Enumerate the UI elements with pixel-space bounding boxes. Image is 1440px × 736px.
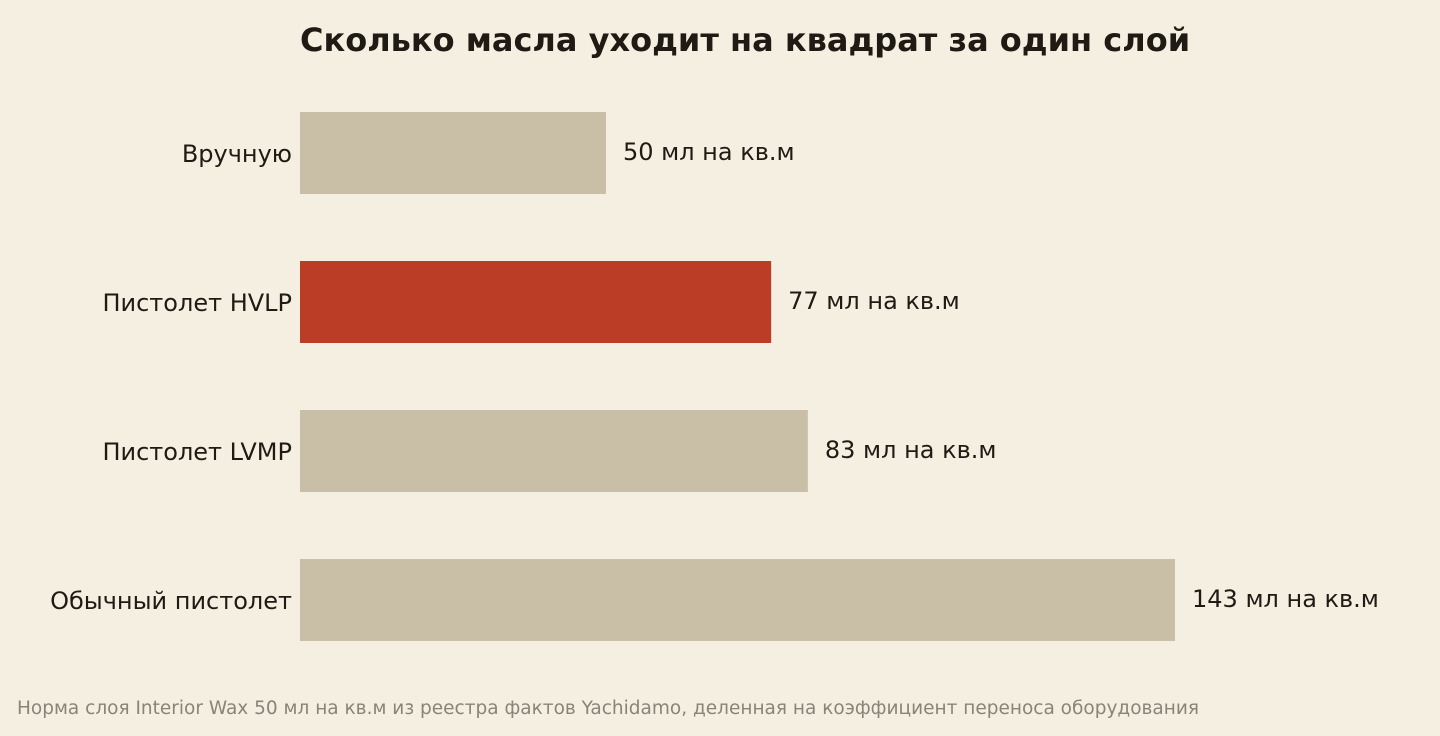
bars-group: Вручную 50 мл на кв.м Пистолет HVLP 77 мл н… [50,112,1379,641]
value-label-3: 83 мл на кв.м [825,436,997,464]
category-label-3: Пистолет LVMP [102,438,292,466]
category-label-1: Вручную [182,140,292,168]
chart-title: Сколько масла уходит на квадрат за один … [300,21,1190,59]
bar-1 [300,112,606,194]
value-label-1: 50 мл на кв.м [623,138,795,166]
chart-footnote: Норма слоя Interior Wax 50 мл на кв.м из… [17,698,1199,719]
value-label-4: 143 мл на кв.м [1192,585,1379,613]
bar-2 [300,261,772,343]
category-label-2: Пистолет HVLP [102,289,292,317]
category-label-4: Обычный пистолет [50,587,292,615]
bar-4 [300,559,1175,641]
value-label-2: 77 мл на кв.м [788,287,960,315]
bar-3 [300,410,808,492]
